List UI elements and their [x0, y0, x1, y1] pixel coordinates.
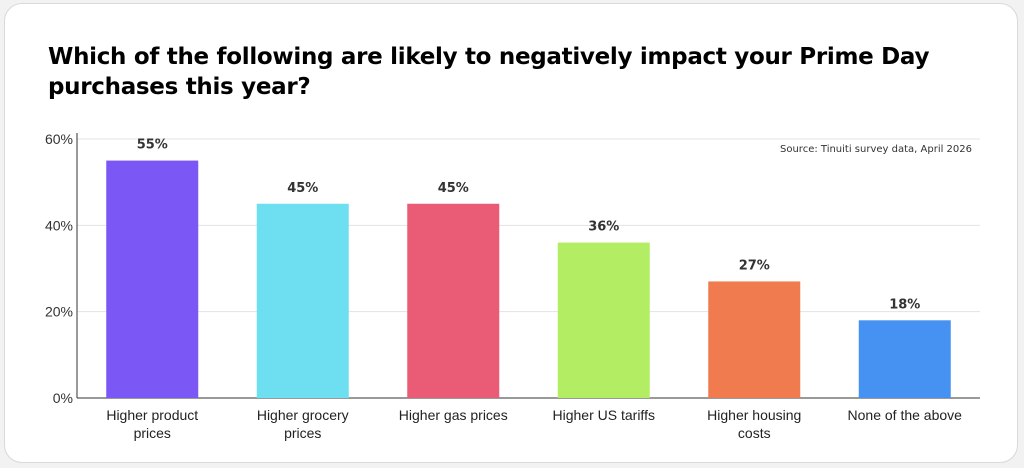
x-category-label: costs [738, 425, 771, 441]
bar [407, 203, 500, 398]
bar [858, 320, 951, 398]
data-label: 27% [739, 258, 770, 273]
chart-card: Which of the following are likely to neg… [4, 3, 1018, 463]
data-label: 55% [137, 138, 168, 153]
x-category-label: Higher grocery [257, 407, 349, 423]
bar [557, 242, 650, 398]
bar-chart: 0% 20% 40% 60% 55% Higher product prices 45% Hig… [45, 131, 980, 441]
x-category-label: prices [284, 425, 321, 441]
x-category-label: Higher product [106, 407, 198, 423]
chart-title: Which of the following are likely to neg… [48, 44, 930, 100]
data-label: 45% [287, 181, 318, 196]
x-category-label: Higher US tariffs [553, 407, 655, 423]
bar [106, 160, 199, 398]
x-category-label: prices [134, 425, 171, 441]
bar [708, 281, 801, 398]
x-category-label: None of the above [848, 407, 963, 423]
y-tick-label: 20% [45, 304, 73, 320]
y-tick-label: 40% [45, 217, 73, 233]
y-tick-label: 0% [53, 390, 73, 406]
y-tick-label: 60% [45, 131, 73, 147]
data-label: 36% [588, 220, 619, 235]
x-category-label: Higher gas prices [399, 407, 508, 423]
data-label: 45% [438, 181, 469, 196]
x-category-label: Higher housing [707, 407, 801, 423]
data-label: 18% [889, 297, 920, 312]
source-note: Source: Tinuiti survey data, April 2026 [780, 144, 972, 155]
bar [256, 203, 349, 398]
